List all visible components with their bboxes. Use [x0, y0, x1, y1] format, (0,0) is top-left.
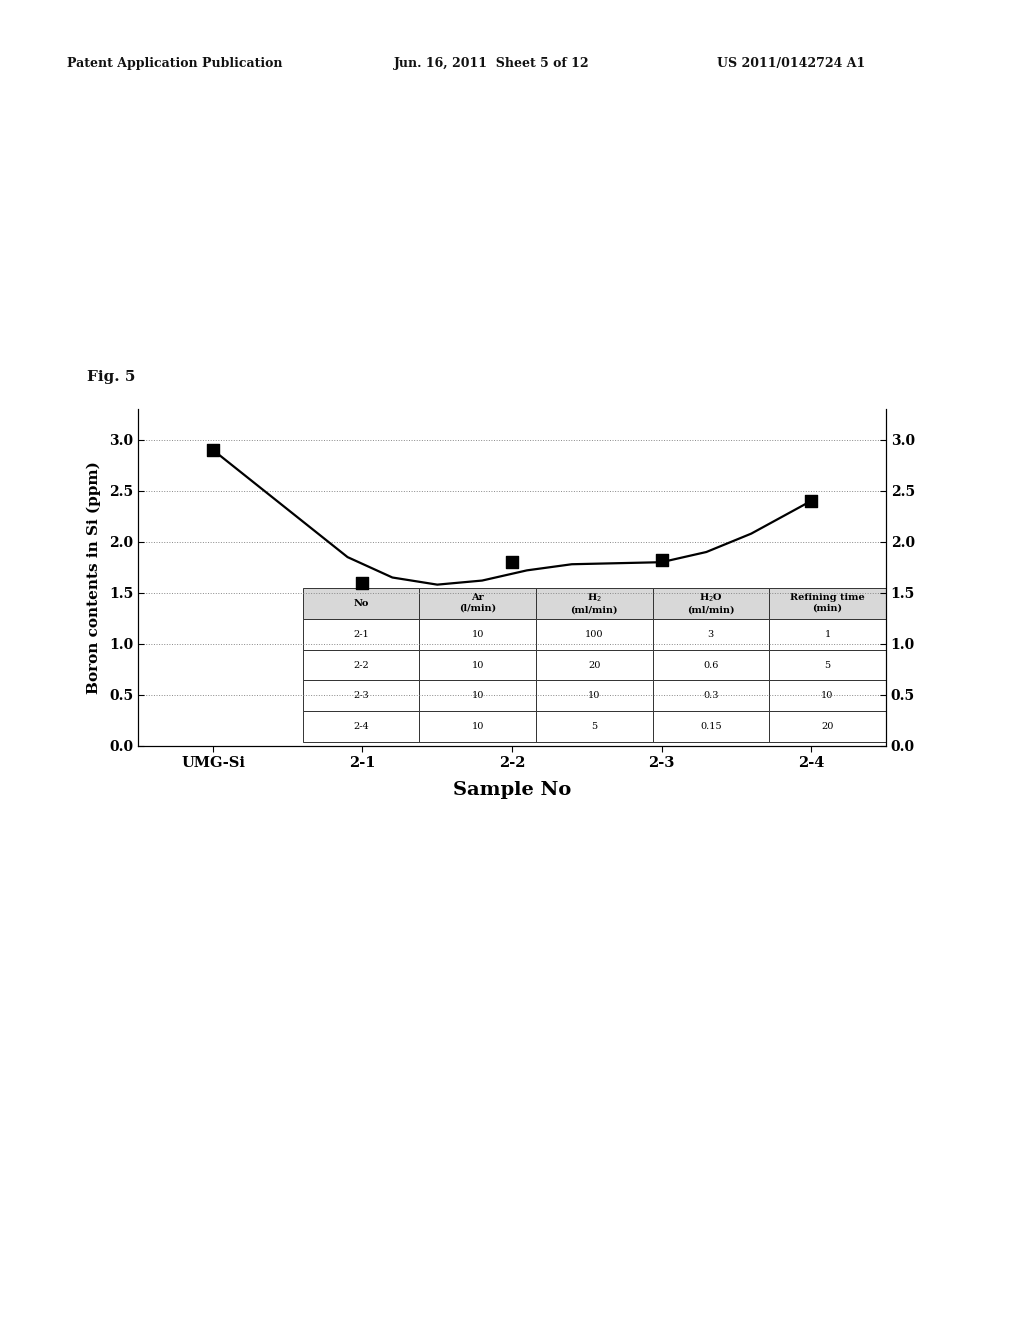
Point [504, 552, 520, 573]
Point [803, 491, 819, 512]
Point [205, 440, 221, 461]
Point [653, 549, 670, 570]
Point [354, 572, 371, 593]
Y-axis label: Boron contents in Si (ppm): Boron contents in Si (ppm) [86, 461, 100, 694]
Text: US 2011/0142724 A1: US 2011/0142724 A1 [717, 57, 865, 70]
Text: Patent Application Publication: Patent Application Publication [67, 57, 282, 70]
X-axis label: Sample No: Sample No [453, 781, 571, 800]
Text: Jun. 16, 2011  Sheet 5 of 12: Jun. 16, 2011 Sheet 5 of 12 [394, 57, 590, 70]
Text: Fig. 5: Fig. 5 [87, 370, 135, 384]
